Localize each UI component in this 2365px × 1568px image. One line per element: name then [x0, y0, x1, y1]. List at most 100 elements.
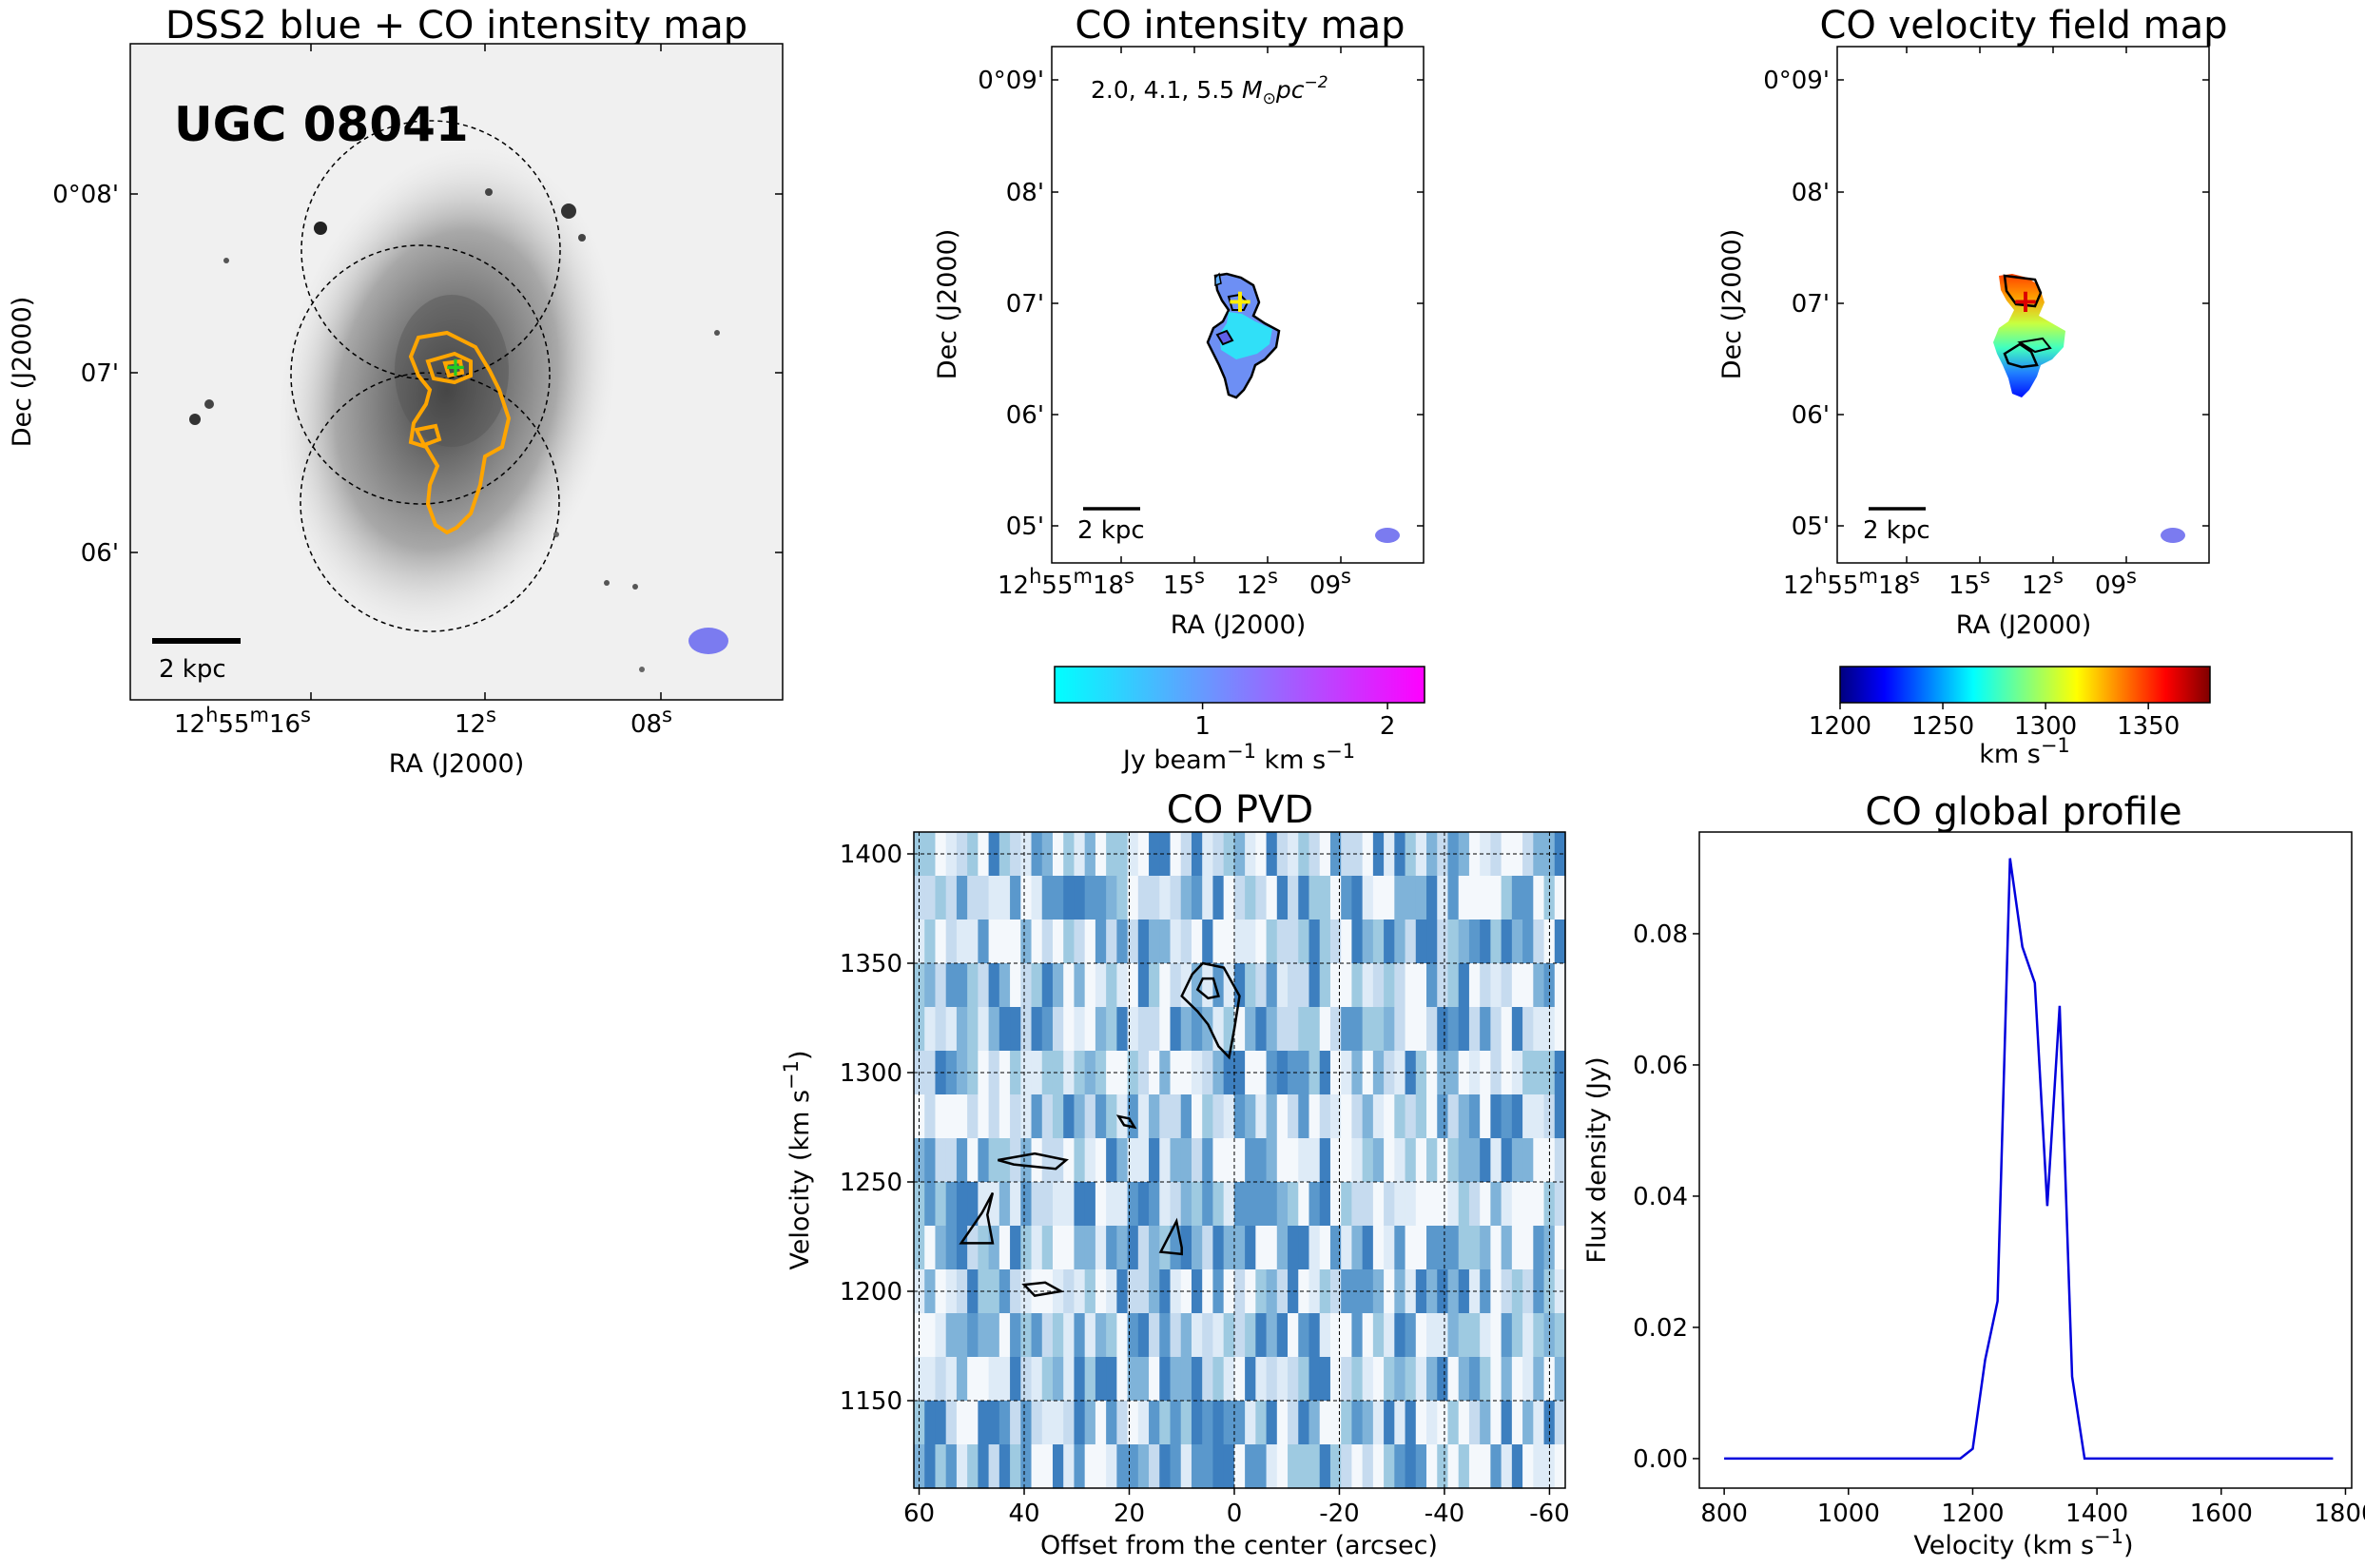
pvd-cell [1170, 1094, 1182, 1139]
pvd-cell [1116, 1357, 1129, 1402]
dss2-ylabel: Dec (J2000) [8, 297, 37, 448]
pvd-cell [1384, 1313, 1395, 1358]
profile-ytick: 0.04 [1633, 1183, 1688, 1211]
pvd-cell [1180, 1138, 1192, 1183]
pvd-cell [1116, 876, 1129, 920]
pvd-cell [998, 1313, 1011, 1358]
panel-dss2: DSS2 blue + CO intensity map UGC 08041 [8, 4, 784, 779]
pvd-cell [988, 920, 1000, 964]
pvd-cell [988, 1138, 1000, 1183]
pvd-cell [1468, 963, 1481, 1008]
pvd-cell [1490, 1313, 1502, 1358]
pvd-cell [1149, 1357, 1160, 1402]
pvd-cell [1522, 963, 1534, 1008]
pvd-cell [1394, 1401, 1406, 1445]
pvd-cell [1245, 1226, 1256, 1270]
pvd-cell [1266, 1226, 1278, 1270]
panel-co-global-profile: CO global profile 800 1000 1200 1400 1600 180… [1582, 790, 2365, 1560]
pvd-cell [1020, 1357, 1033, 1402]
velocity-scalebar-label: 2 kpc [1863, 516, 1930, 545]
pvd-cell [1480, 1182, 1491, 1227]
pvd-cell [1031, 1226, 1043, 1270]
pvd-cell [1480, 1357, 1491, 1402]
pvd-cell [1074, 920, 1086, 964]
pvd-cell [1372, 1269, 1385, 1314]
pvd-cell [1554, 963, 1566, 1008]
pvd-cell [1554, 1138, 1566, 1183]
pvd-cell [1031, 1313, 1043, 1358]
pvd-cell [1116, 1138, 1129, 1183]
pvd-cell [1276, 1182, 1289, 1227]
pvd-cell [1212, 1094, 1225, 1139]
pvd-contour [1115, 1114, 1137, 1130]
pvd-cell [1127, 920, 1139, 964]
pvd-cell [1309, 920, 1321, 964]
pvd-cell [956, 1138, 968, 1183]
pvd-cell [1394, 1226, 1406, 1270]
pvd-cell [978, 1357, 990, 1402]
pvd-cell [1159, 1051, 1172, 1095]
pvd-cell [1480, 920, 1491, 964]
pvd-cell [1233, 1094, 1246, 1139]
pvd-cell [1052, 1401, 1064, 1445]
pvd-cell [1480, 1444, 1491, 1489]
pvd-cell [1127, 1313, 1139, 1358]
pvd-cell [1159, 1007, 1172, 1052]
pvd-cell [1266, 1051, 1278, 1095]
pvd-cell [1362, 920, 1374, 964]
pvd-cell [1020, 1444, 1033, 1489]
pvd-cell [1127, 832, 1139, 877]
pvd-ytick: 1350 [840, 950, 902, 978]
pvd-cell [1233, 1138, 1246, 1183]
pvd-cell [1384, 963, 1395, 1008]
pvd-cell [1212, 1313, 1225, 1358]
velocity-ytick-2: 07' [1792, 290, 1830, 319]
pvd-cell [1319, 1094, 1331, 1139]
pvd-xtick: 40 [1008, 1500, 1039, 1528]
pvd-cell [998, 1094, 1011, 1139]
pvd-cell [1095, 1444, 1107, 1489]
dss2-axes-frame [129, 43, 784, 701]
pvd-cell [1212, 1007, 1225, 1052]
pvd-cell [1266, 1007, 1278, 1052]
pvd-cell [1415, 876, 1427, 920]
pvd-cell [1020, 1051, 1033, 1095]
pvd-cell [1137, 1138, 1150, 1183]
pvd-cell [1490, 1182, 1502, 1227]
velocity-colorbar-tick-2: 1300 [2014, 712, 2077, 741]
pvd-cell [1255, 920, 1268, 964]
pvd-cell [1106, 963, 1117, 1008]
profile-title: CO global profile [1865, 790, 2181, 834]
pvd-cell [1394, 1138, 1406, 1183]
pvd-ytick: 1200 [840, 1278, 902, 1307]
pvd-cell [935, 1401, 947, 1445]
panel-velocity-title: CO velocity field map [1819, 4, 2227, 48]
intensity-xtick-3: 09s [1309, 565, 1351, 600]
intensity-ytick-0: 0°09' [978, 67, 1044, 95]
pvd-cell [1426, 1357, 1438, 1402]
pvd-cell [1415, 1313, 1427, 1358]
pvd-cell [1159, 1226, 1172, 1270]
pvd-cell [1437, 1357, 1449, 1402]
pvd-cell [1212, 1269, 1225, 1314]
pvd-cell [1084, 876, 1096, 920]
pvd-cell [1149, 1094, 1160, 1139]
pvd-cell [1309, 1182, 1321, 1227]
pvd-cell [1480, 1401, 1491, 1445]
pvd-cell [1010, 1444, 1021, 1489]
pvd-cell [1554, 876, 1566, 920]
pvd-cell [1384, 1357, 1395, 1402]
pvd-cell [1052, 1226, 1064, 1270]
pvd-cell [1276, 1357, 1289, 1402]
pvd-cell [1298, 1182, 1310, 1227]
panel-intensity-title: CO intensity map [1075, 4, 1405, 48]
pvd-cell [1010, 1094, 1021, 1139]
pvd-contours [959, 961, 1241, 1297]
intensity-colorbar-tick-0: 1 [1194, 712, 1211, 741]
pvd-cell [1180, 1401, 1192, 1445]
pvd-cell [1191, 1226, 1203, 1270]
pvd-cell [1554, 1226, 1566, 1270]
pvd-cell [1276, 1094, 1289, 1139]
profile-ylabel: Flux density (Jy) [1582, 1056, 1612, 1263]
